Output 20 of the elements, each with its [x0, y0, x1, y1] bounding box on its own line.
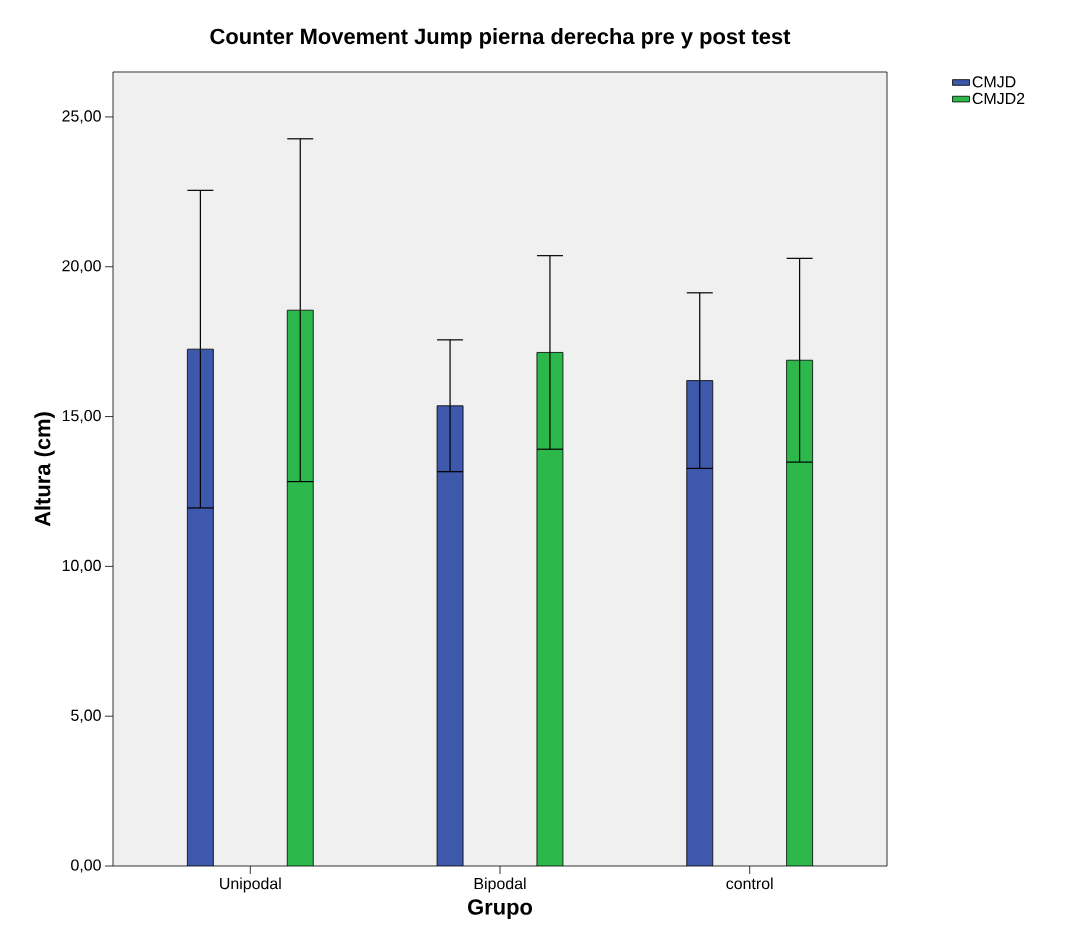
bar: [536, 352, 564, 866]
y-tick-label: 0,00: [71, 859, 101, 873]
x-tick-label: Unipodal: [220, 877, 281, 893]
bar: [686, 380, 714, 866]
bar: [436, 405, 464, 866]
y-axis-title: Altura (cm): [34, 412, 55, 527]
bar: [286, 309, 314, 866]
x-tick-label: Bipodal: [474, 877, 526, 893]
bar: [786, 359, 814, 866]
y-tick-label: 15,00: [62, 409, 101, 424]
bar: [186, 348, 214, 866]
y-tick-label: 10,00: [62, 559, 101, 573]
y-tick-label: 5,00: [71, 709, 101, 723]
x-tick-label: control: [726, 877, 773, 890]
chart-title: Counter Movement Jump pierna derecha pre y post test: [210, 28, 791, 49]
legend-label: CMJD2: [972, 92, 1025, 105]
x-axis-title: Grupo: [468, 899, 533, 920]
legend-label: CMJD: [972, 76, 1016, 88]
y-tick-label: 25,00: [62, 110, 101, 124]
y-tick-label: 20,00: [62, 260, 101, 274]
